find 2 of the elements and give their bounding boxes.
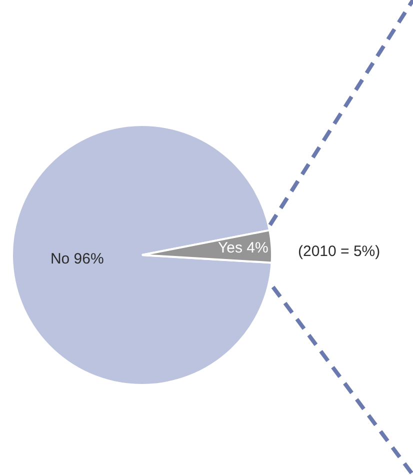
slice-label: No 96% <box>50 250 104 268</box>
slice-label: Yes 4% <box>218 239 268 256</box>
